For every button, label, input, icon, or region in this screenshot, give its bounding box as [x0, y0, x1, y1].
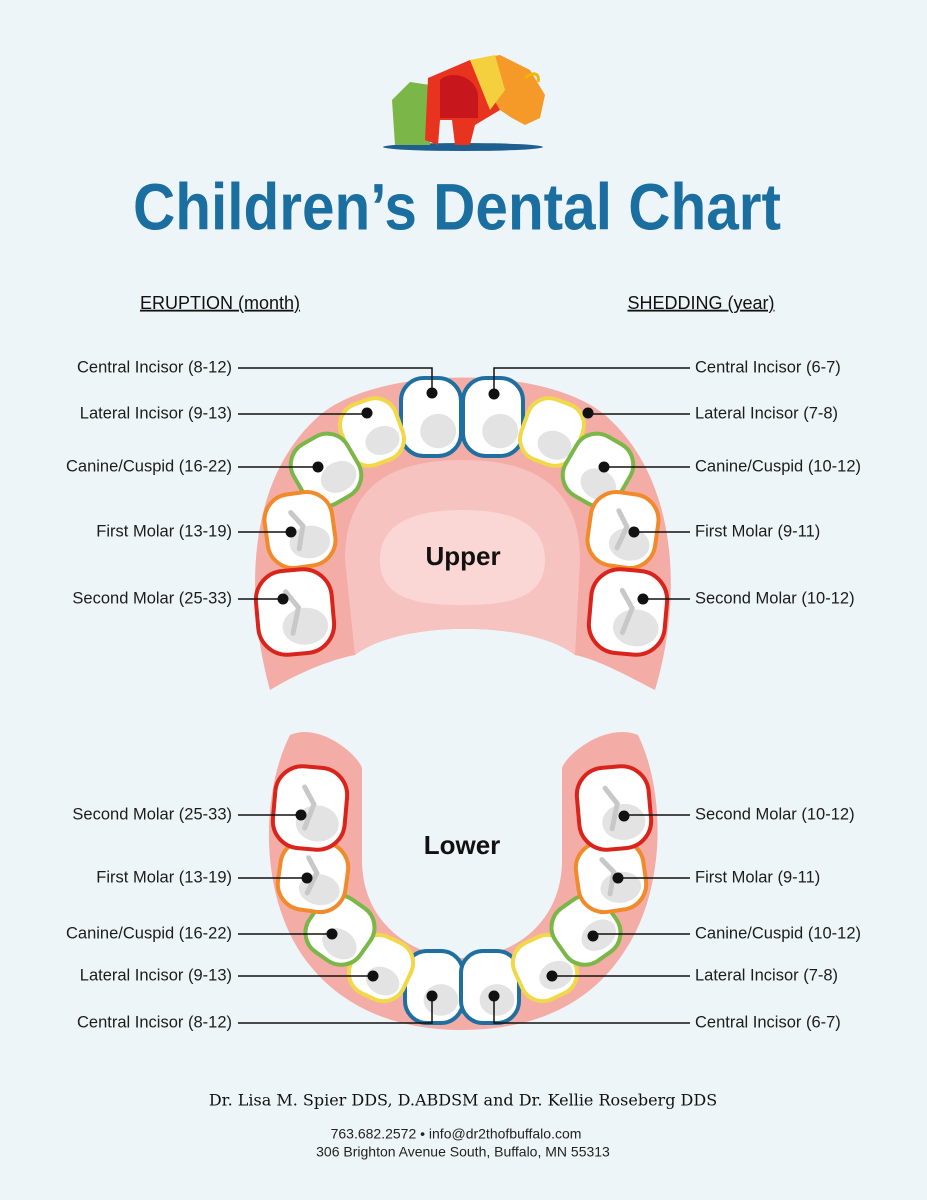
tooth-label: Lateral Incisor (7-8) [695, 966, 838, 984]
marker-dot [301, 872, 313, 884]
marker-dot [312, 461, 324, 473]
teeth [253, 376, 670, 1025]
tooth [253, 567, 337, 657]
marker-dot [637, 593, 649, 605]
tooth-shade [581, 919, 616, 951]
upper-label: Upper [425, 541, 500, 571]
tooth-label: Canine/Cuspid (10-12) [695, 924, 861, 942]
tooth-label: Central Incisor (6-7) [695, 358, 841, 376]
tooth-label: Lateral Incisor (9-13) [80, 404, 232, 422]
marker-dot [612, 872, 624, 884]
tooth-label: First Molar (9-11) [695, 522, 820, 540]
marker-dot [367, 970, 379, 982]
tooth-groove [304, 855, 320, 896]
tooth-label: First Molar (9-11) [695, 868, 820, 886]
marker-dot [587, 930, 599, 942]
address: 306 Brighton Avenue South, Buffalo, MN 5… [316, 1144, 610, 1160]
palate-center [380, 510, 545, 605]
leader-line [493, 367, 690, 394]
logo-part [470, 55, 505, 110]
tooth [586, 567, 670, 657]
tooth-label: Canine/Cuspid (16-22) [66, 924, 232, 942]
tooth-shade [612, 609, 659, 647]
marker-dot [598, 461, 610, 473]
tooth [288, 431, 364, 509]
tooth-label: Second Molar (25-33) [72, 805, 232, 823]
tooth-label: Second Molar (10-12) [695, 805, 855, 823]
tooth-label: Lateral Incisor (9-13) [80, 966, 232, 984]
tooth-groove [619, 587, 635, 636]
tooth-shade [608, 527, 650, 561]
marker-dot [618, 810, 630, 822]
tooth [270, 764, 350, 852]
tooth-label: Central Incisor (6-7) [695, 1013, 841, 1031]
marker-dot [426, 990, 438, 1002]
tooth-groove [602, 785, 620, 832]
marker-dot [488, 388, 500, 400]
tooth [461, 376, 525, 458]
tooth-label: First Molar (13-19) [96, 868, 232, 886]
tooth [585, 489, 661, 571]
title: Children’s Dental Chart [133, 169, 781, 243]
tooth-groove [614, 508, 630, 551]
tooth-label: Canine/Cuspid (10-12) [695, 457, 861, 475]
logo-part [440, 75, 478, 118]
tooth-shade [482, 413, 519, 449]
tooth-groove [283, 589, 302, 636]
tooth-groove [302, 784, 317, 831]
leader-line [238, 996, 433, 1024]
contact: 763.682.2572 • info@dr2thofbuffalo.com [331, 1126, 582, 1142]
labels: Central Incisor (8-12) Lateral Incisor (9… [66, 358, 861, 1031]
tooth-groove [599, 857, 617, 897]
marker-dot [326, 928, 338, 940]
tooth-label: Lateral Incisor (7-8) [695, 404, 838, 422]
tooth-shade [420, 413, 457, 449]
marker-dot [277, 593, 289, 605]
tooth-shade [365, 425, 400, 455]
tooth-label: Second Molar (25-33) [72, 589, 232, 607]
marker-dot [361, 407, 373, 419]
tooth [262, 489, 338, 571]
tooth-shade [295, 805, 339, 842]
tooth-label: Second Molar (10-12) [695, 589, 855, 607]
marker-dot [582, 407, 594, 419]
tooth-label: Central Incisor (8-12) [77, 358, 232, 376]
tooth-label: First Molar (13-19) [96, 522, 232, 540]
tooth-label: Central Incisor (8-12) [77, 1013, 232, 1031]
marker-dot [295, 809, 307, 821]
logo-horn [524, 72, 540, 83]
marker-dot [546, 970, 558, 982]
logo [383, 55, 545, 151]
marker-dot [628, 526, 640, 538]
tooth [459, 949, 521, 1025]
doctors: Dr. Lisa M. Spier DDS, D.ABDSM and Dr. K… [209, 1091, 717, 1110]
leader-line [493, 996, 690, 1024]
tooth [399, 376, 463, 458]
marker-dot [488, 990, 500, 1002]
tooth-shade [537, 430, 572, 460]
tooth-label: Canine/Cuspid (16-22) [66, 457, 232, 475]
leader-line [238, 367, 433, 393]
tooth-groove [288, 510, 306, 552]
shedding-heading: SHEDDING (year) [627, 293, 774, 313]
eruption-heading: ERUPTION (month) [140, 293, 300, 313]
marker-dot [426, 387, 438, 399]
logo-part [392, 82, 430, 145]
lower-label: Lower [424, 830, 501, 860]
marker-dot [285, 526, 297, 538]
tooth [574, 764, 654, 852]
tooth-shade [320, 460, 357, 493]
